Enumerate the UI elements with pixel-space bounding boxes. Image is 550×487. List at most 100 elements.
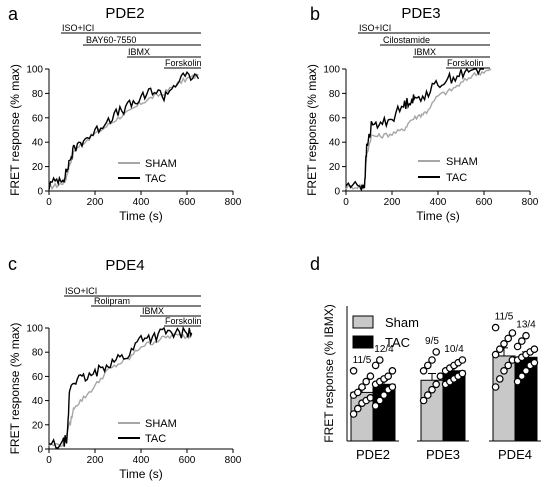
legend-a-sham: SHAM xyxy=(145,158,177,170)
y-axis-label: FRET response (% max) xyxy=(8,64,22,196)
data-point xyxy=(500,366,508,375)
data-point xyxy=(419,366,428,375)
n-label: 10/4 xyxy=(444,344,464,355)
x-axis-label: Time (s) xyxy=(416,209,460,223)
line-chart-pde2: 0 200 400 600 800 0 20 40 60 80 100 Time (s) FRET re… xyxy=(8,64,242,223)
panel-letter-b: b xyxy=(310,4,320,24)
data-point xyxy=(358,383,366,391)
legend-a: SHAM TAC xyxy=(118,158,177,185)
y-tick-label: 100 xyxy=(26,65,43,76)
x-tick-label: 800 xyxy=(225,455,242,466)
data-point xyxy=(491,350,500,359)
legend-d: Sham TAC xyxy=(352,315,419,350)
series-line-sham xyxy=(345,67,492,190)
panel-title-pde2: PDE2 xyxy=(105,5,144,22)
x-tick-label: 0 xyxy=(46,197,52,208)
drug-label-b-3: IBMX xyxy=(414,47,436,57)
series-line-tac xyxy=(48,325,193,449)
bar-chart-ibmx: FRET response (% IBMX)PDE211/512/4PDE39/… xyxy=(322,304,541,462)
y-axis-label: FRET response (% max) xyxy=(305,64,319,196)
data-point xyxy=(428,356,436,364)
data-point xyxy=(504,361,513,370)
y-tick-label: 0 xyxy=(37,445,43,456)
data-point xyxy=(375,356,384,364)
data-point xyxy=(362,377,371,386)
drug-label-b-1: ISO+ICI xyxy=(359,23,391,33)
data-point xyxy=(508,329,517,337)
y-tick-label: 40 xyxy=(32,396,44,407)
data-point xyxy=(428,385,436,394)
data-point xyxy=(349,410,358,418)
legend-d-tac: TAC xyxy=(385,335,410,350)
x-tick-label: 0 xyxy=(343,197,349,208)
panel-letter-c: c xyxy=(8,254,17,274)
data-point xyxy=(517,372,526,381)
y-tick-label: 20 xyxy=(32,162,44,173)
y-tick-label: 0 xyxy=(37,187,43,198)
drug-label-b-4: Forskolin xyxy=(447,58,484,68)
legend-c-tac: TAC xyxy=(145,433,166,445)
panel-letter-d: d xyxy=(310,254,320,274)
data-point xyxy=(349,366,358,375)
y-tick-label: 40 xyxy=(32,138,44,149)
data-point xyxy=(495,345,504,354)
x-tick-label: 600 xyxy=(179,197,196,208)
x-tick-label: 600 xyxy=(476,197,493,208)
category-label: PDE2 xyxy=(356,447,390,462)
x-tick-label: 800 xyxy=(522,197,539,208)
data-point xyxy=(371,402,380,410)
data-point xyxy=(423,391,432,399)
panel-letter-a: a xyxy=(8,4,19,24)
x-tick-label: 400 xyxy=(133,455,150,466)
data-point xyxy=(366,372,375,381)
drug-label-c-4: Forskolin xyxy=(165,316,202,326)
n-label: 11/5 xyxy=(495,312,514,323)
data-point xyxy=(458,356,467,364)
data-point xyxy=(388,383,397,391)
series-line-tac xyxy=(48,70,200,190)
y-axis-label: FRET response (% max) xyxy=(8,323,22,455)
drug-label-a-3: IBMX xyxy=(128,47,150,57)
y-tick-label: 60 xyxy=(32,113,44,124)
data-point xyxy=(500,339,508,348)
data-point xyxy=(530,358,539,367)
series-line-tac xyxy=(345,67,485,192)
drug-bars-c xyxy=(64,295,201,327)
x-tick-label: 800 xyxy=(225,197,242,208)
data-point xyxy=(371,361,380,370)
x-axis-label: Time (s) xyxy=(119,209,163,223)
legend-a-tac: TAC xyxy=(145,173,166,185)
n-label: 13/4 xyxy=(516,320,536,331)
y-tick-label: 0 xyxy=(334,187,340,198)
drug-label-b-2: Cilostamide xyxy=(383,35,430,45)
n-label: 12/4 xyxy=(374,344,394,355)
x-axis-label: Time (s) xyxy=(119,467,163,481)
data-point xyxy=(432,380,441,389)
x-tick-label: 400 xyxy=(133,197,150,208)
line-chart-pde3: 0 200 400 600 800 0 20 40 60 80 100 Time (s) FRET re… xyxy=(305,64,539,223)
legend-b-tac: TAC xyxy=(446,172,467,184)
data-point xyxy=(423,361,432,370)
data-point xyxy=(522,366,530,375)
legend-b: SHAM TAC xyxy=(418,156,478,184)
y-tick-label: 100 xyxy=(323,65,340,76)
data-point xyxy=(513,377,522,386)
y-tick-label: 100 xyxy=(26,324,43,335)
data-point xyxy=(458,369,467,378)
series-line-sham xyxy=(48,333,193,448)
y-tick-label: 80 xyxy=(329,89,341,100)
series-line-sham xyxy=(48,73,199,190)
legend-d-sham: Sham xyxy=(385,315,419,330)
y-tick-label: 40 xyxy=(329,138,341,149)
y-tick-label: 80 xyxy=(32,348,44,359)
x-tick-label: 200 xyxy=(384,197,401,208)
x-tick-label: 200 xyxy=(87,455,104,466)
drug-bars-a xyxy=(61,32,201,69)
data-point xyxy=(380,391,388,399)
data-point xyxy=(491,383,500,391)
x-tick-label: 0 xyxy=(46,455,52,466)
panel-title-pde4: PDE4 xyxy=(105,257,144,274)
legend-c-sham: SHAM xyxy=(145,418,177,430)
drug-label-a-1: ISO+ICI xyxy=(62,23,94,33)
